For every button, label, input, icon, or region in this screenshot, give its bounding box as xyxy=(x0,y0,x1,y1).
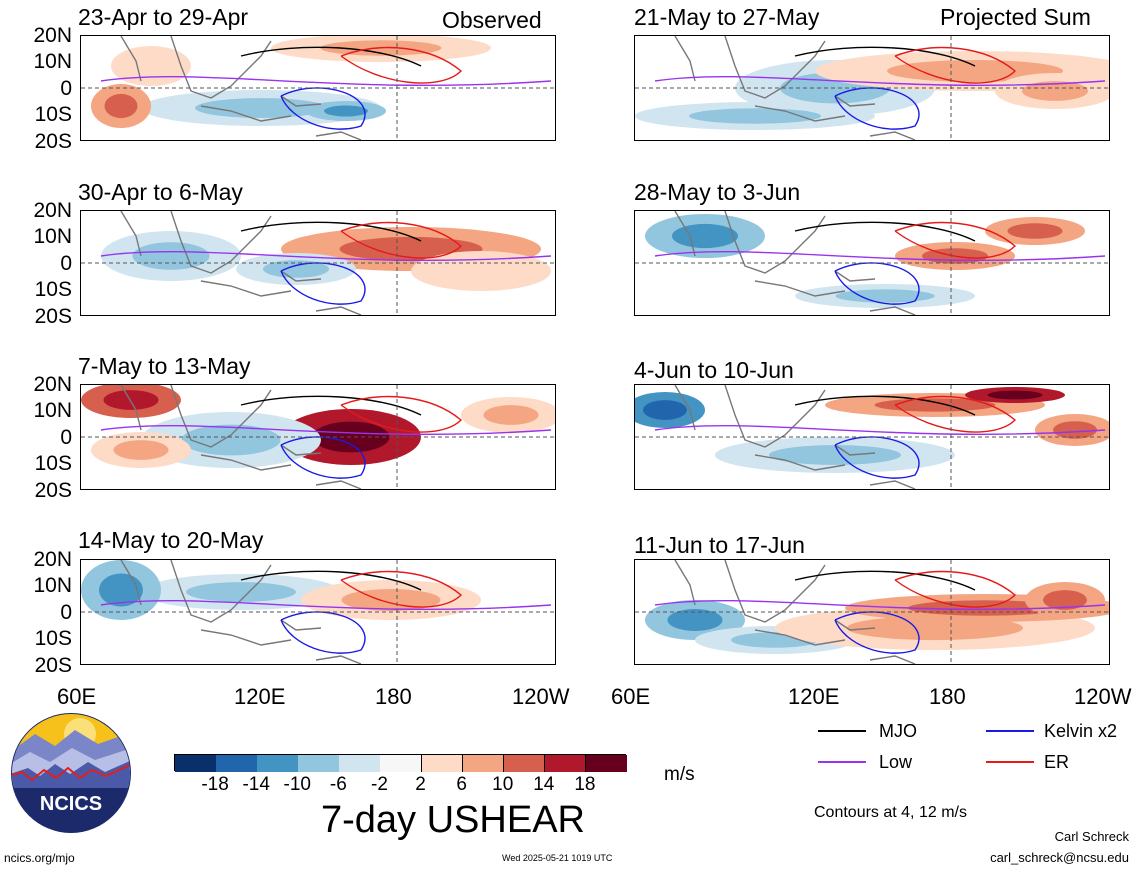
panel-title-obs-3: 7-May to 13-May xyxy=(78,353,251,379)
colorbar xyxy=(174,754,628,772)
lon-label-120w-right: 120W xyxy=(1074,684,1132,709)
colorbar-tick-label: 10 xyxy=(492,774,514,795)
lat-label: 10N xyxy=(33,50,72,73)
ncics-logo: NCICS xyxy=(10,712,132,834)
panel-title-proj-1: 21-May to 27-May xyxy=(634,4,820,30)
lat-label: 20S xyxy=(34,654,72,677)
lon-label-60e-right: 60E xyxy=(611,684,651,709)
colorbar-swatch xyxy=(257,755,299,772)
colorbar-tick-label: -18 xyxy=(201,774,229,795)
legend-low-label: Low xyxy=(879,752,913,772)
map-panel-obs-1 xyxy=(80,35,556,141)
legend-mjo-label: MJO xyxy=(879,721,917,741)
map-panel-proj-3 xyxy=(634,384,1110,490)
map-panel-obs-3 xyxy=(80,384,556,490)
lon-label-180-right: 180 xyxy=(929,684,966,709)
lat-label: 0 xyxy=(60,77,72,100)
lat-label: 20S xyxy=(34,130,72,153)
lat-label: 10N xyxy=(33,574,72,597)
lat-label: 0 xyxy=(60,426,72,449)
colorbar-tick-label: -10 xyxy=(283,774,311,795)
lon-label-120e-left: 120E xyxy=(234,684,286,709)
colorbar-swatch xyxy=(544,755,587,772)
colorbar-tick-label: -6 xyxy=(329,774,347,795)
lat-label: 10N xyxy=(33,399,72,422)
units-label: m/s xyxy=(664,764,695,785)
colorbar-tick-label: -2 xyxy=(371,774,388,795)
panel-title-proj-4: 11-Jun to 17-Jun xyxy=(634,532,805,558)
colorbar-swatch xyxy=(585,755,628,772)
observed-label: Observed xyxy=(442,7,542,33)
lat-label: 0 xyxy=(60,252,72,275)
colorbar-swatch xyxy=(175,755,217,772)
colorbar-swatch xyxy=(421,755,464,772)
colorbar-tick-label: -14 xyxy=(242,774,270,795)
map-panel-proj-4 xyxy=(634,559,1110,665)
lon-label-120w-left: 120W xyxy=(512,684,570,709)
map-panel-obs-2 xyxy=(80,210,556,316)
panel-title-obs-1: 23-Apr to 29-Apr xyxy=(78,4,249,30)
lat-label: 20S xyxy=(34,479,72,502)
colorbar-swatch xyxy=(462,755,505,772)
colorbar-tick-label: 18 xyxy=(574,774,596,795)
lat-label: 0 xyxy=(60,601,72,624)
lat-label: 20N xyxy=(33,24,72,47)
map-panel-obs-4 xyxy=(80,559,556,665)
lon-label-120e-right: 120E xyxy=(788,684,840,709)
author-email[interactable]: carl_schreck@ncsu.edu xyxy=(990,850,1129,865)
map-panel-proj-1 xyxy=(634,35,1110,141)
colorbar-tick-label: 2 xyxy=(415,774,426,795)
lon-label-60e-left: 60E xyxy=(57,684,97,709)
site-link[interactable]: ncics.org/mjo xyxy=(4,851,75,865)
legend: MJO Kelvin x2 Low ER xyxy=(818,722,1118,782)
contour-note: Contours at 4, 12 m/s xyxy=(814,804,967,821)
logo-text: NCICS xyxy=(40,793,102,815)
figure-title: 7-day USHEAR xyxy=(321,799,585,841)
colorbar-swatch xyxy=(339,755,381,772)
lat-label: 10N xyxy=(33,225,72,248)
lat-label: 20N xyxy=(33,373,72,396)
timestamp: Wed 2025-05-21 1019 UTC xyxy=(502,853,613,863)
legend-er-label: ER xyxy=(1044,752,1070,772)
panel-title-proj-3: 4-Jun to 10-Jun xyxy=(634,357,794,383)
lon-label-180-left: 180 xyxy=(375,684,412,709)
lat-label: 10S xyxy=(34,103,72,126)
colorbar-swatch xyxy=(298,755,340,772)
panel-title-proj-2: 28-May to 3-Jun xyxy=(634,179,801,205)
lat-label: 10S xyxy=(34,452,72,475)
colorbar-swatch xyxy=(216,755,258,772)
author-name: Carl Schreck xyxy=(1054,829,1129,844)
panel-title-obs-4: 14-May to 20-May xyxy=(78,527,264,553)
lat-label: 20S xyxy=(34,305,72,328)
panel-title-obs-2: 30-Apr to 6-May xyxy=(78,179,243,205)
legend-kelvin-label: Kelvin x2 xyxy=(1044,721,1118,741)
lat-label: 10S xyxy=(34,278,72,301)
lat-label: 20N xyxy=(33,548,72,571)
lat-label: 20N xyxy=(33,199,72,222)
colorbar-tick-label: 6 xyxy=(456,774,467,795)
map-panel-proj-2 xyxy=(634,210,1110,316)
projected-sum-label: Projected Sum xyxy=(940,4,1091,30)
colorbar-swatch xyxy=(380,755,423,772)
lat-label: 10S xyxy=(34,627,72,650)
colorbar-swatch xyxy=(503,755,546,772)
colorbar-tick-label: 14 xyxy=(533,774,555,795)
